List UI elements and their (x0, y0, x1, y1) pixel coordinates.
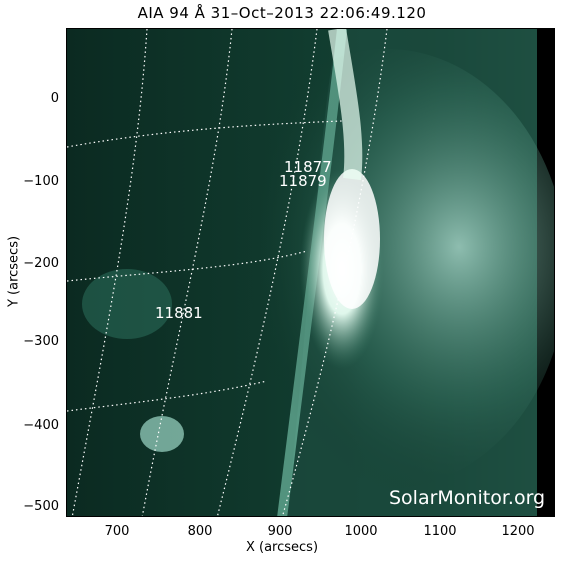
region-label-11879: 11879 (279, 172, 327, 190)
solar-disk-image: 11877 11879 11881 SolarMonitor.org (67, 29, 554, 516)
grid-latitude-line (67, 250, 308, 282)
region-label-11877: 11877 (284, 158, 332, 176)
grid-latitude-line (67, 380, 268, 412)
flare-upper-loop (328, 29, 363, 181)
image-title: AIA 94 Å 31–Oct–2013 22:06:49.120 (137, 4, 427, 22)
region-label-11881: 11881 (155, 304, 203, 322)
grid-longitude-line (216, 29, 318, 516)
y-tick-label: −100 (23, 174, 59, 189)
x-tick-label: 900 (267, 524, 293, 539)
active-region-bright-patch (140, 416, 184, 452)
y-tick-label: 0 (50, 91, 59, 106)
flare-bright-center (324, 169, 380, 309)
watermark: SolarMonitor.org (389, 487, 545, 509)
x-axis-label: X (arcsecs) (245, 540, 319, 555)
y-tick-label: −400 (23, 418, 59, 433)
x-tick-label: 700 (104, 524, 130, 539)
x-tick-label: 1200 (501, 524, 535, 539)
solar-image-panel: 11877 11879 11881 SolarMonitor.org (66, 28, 555, 517)
y-tick-label: −500 (23, 499, 59, 514)
x-tick-label: 800 (187, 524, 213, 539)
grid-longitude-line (281, 29, 388, 516)
y-axis-label: Y (arcsecs) (6, 235, 22, 308)
y-tick-label: −200 (23, 256, 59, 271)
active-region-diffuse (82, 269, 172, 339)
x-tick-label: 1000 (344, 524, 378, 539)
heliographic-grid (67, 29, 388, 516)
x-tick-label: 1100 (423, 524, 457, 539)
y-tick-label: −300 (23, 334, 59, 349)
